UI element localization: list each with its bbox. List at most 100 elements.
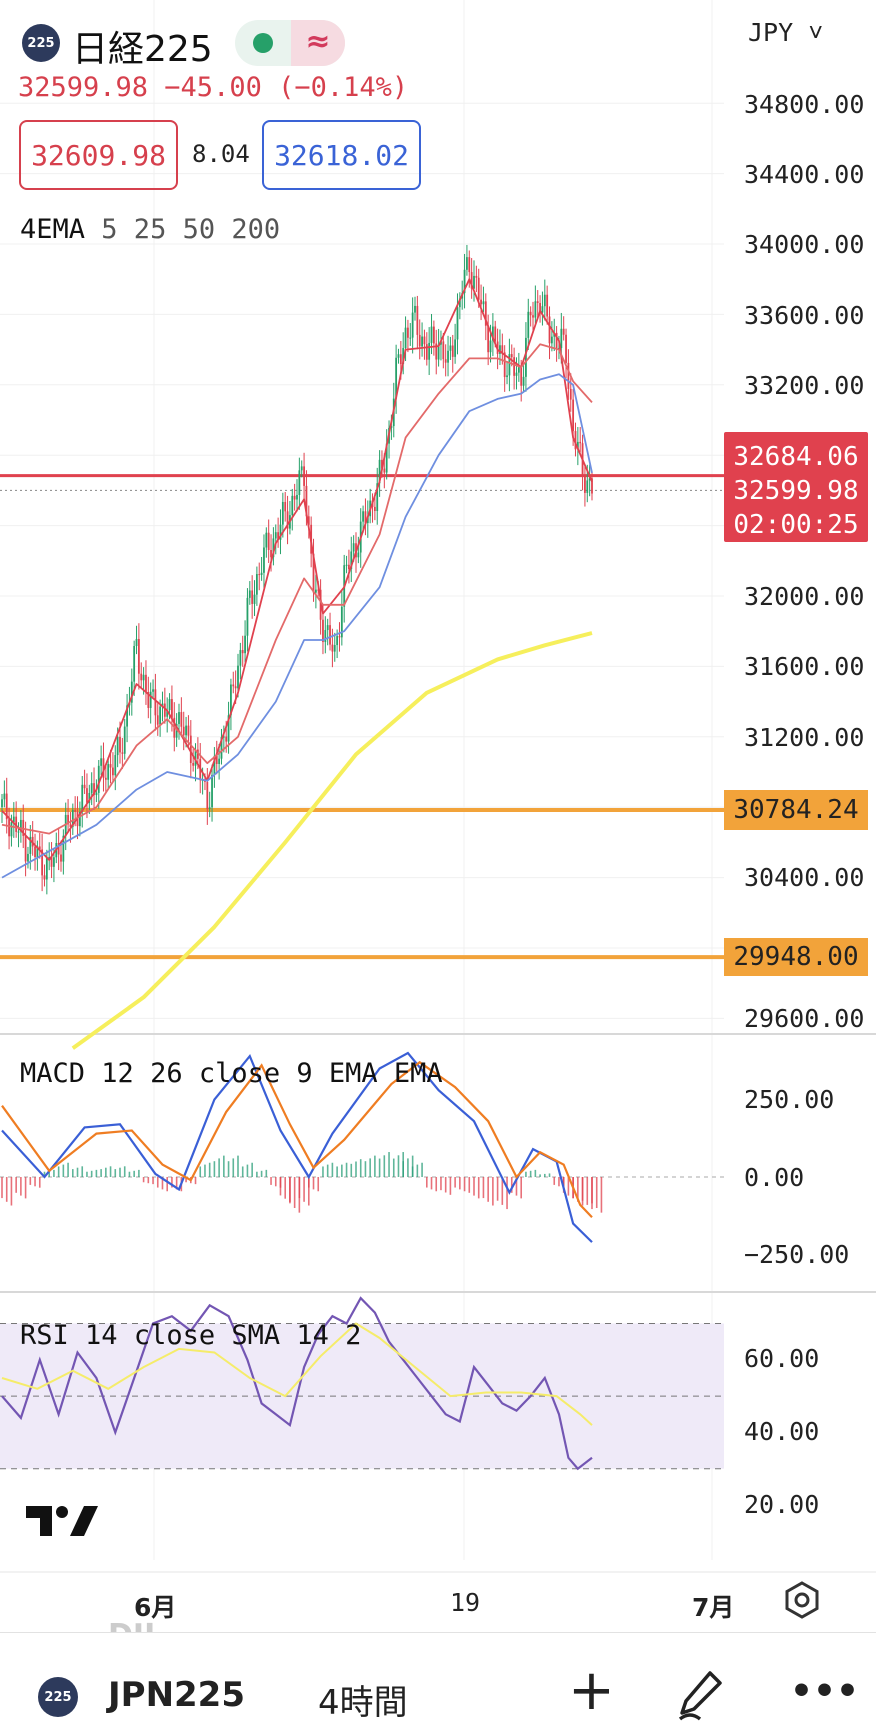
candle-body — [522, 376, 525, 386]
candle-body — [83, 784, 86, 789]
timeframe-selector[interactable]: 4時間 — [318, 1683, 408, 1723]
candle-body — [34, 846, 36, 858]
candle-body — [19, 819, 22, 832]
macd-line — [1, 1051, 593, 1243]
chart-canvas[interactable] — [0, 0, 876, 1632]
macd-histogram-bar — [213, 1161, 216, 1177]
macd-histogram-bar — [76, 1167, 79, 1177]
candle-body — [515, 372, 518, 376]
macd-legend[interactable]: MACD 12 26 close 9 EMA EMA — [20, 1058, 443, 1089]
candle-body — [41, 849, 44, 876]
macd-histogram-bar — [539, 1174, 541, 1177]
macd-histogram-bar — [407, 1158, 409, 1177]
candle-body — [475, 275, 478, 278]
candle-body — [399, 354, 402, 365]
candle-body — [468, 257, 471, 273]
currency-selector[interactable]: JPY ˅ — [748, 18, 824, 47]
drawing-pen-icon[interactable] — [676, 1669, 724, 1721]
candle-body — [414, 305, 416, 313]
candle-body — [107, 764, 110, 780]
macd-histogram-bar — [444, 1177, 447, 1193]
candle-body — [482, 301, 485, 305]
macd-histogram-bar — [529, 1170, 532, 1177]
symbol-name[interactable]: 日経225 — [72, 29, 213, 70]
ema-legend[interactable]: 4EMA 5 25 50 200 — [20, 214, 280, 245]
candle-body — [562, 328, 565, 335]
sell-price-button[interactable]: 32609.98 — [19, 120, 178, 190]
candle-body — [491, 326, 494, 341]
last-price: 32599.98 — [733, 476, 859, 506]
add-icon[interactable]: + — [568, 1658, 615, 1723]
macd-histogram-bar — [265, 1169, 268, 1177]
candle-body — [324, 630, 327, 643]
footer-symbol-badge[interactable]: 225 — [38, 1677, 78, 1717]
macd-histogram-bar — [251, 1162, 253, 1177]
candle-body — [208, 807, 211, 810]
candle-body — [319, 589, 322, 620]
candle-body — [529, 311, 532, 316]
y-tick-label: 33600.00 — [744, 301, 865, 330]
candle-body — [376, 483, 379, 512]
candle-body — [296, 494, 298, 500]
candle-body — [112, 767, 114, 776]
tradingview-logo-icon[interactable] — [26, 1502, 98, 1538]
candle-body — [140, 673, 143, 681]
more-menu-icon[interactable]: ••• — [790, 1671, 860, 1712]
candle-body — [381, 459, 383, 469]
candle-body — [470, 272, 473, 289]
candle-body — [569, 388, 572, 400]
candle-body — [192, 762, 195, 766]
candle-body — [338, 636, 341, 638]
candle-body — [305, 485, 308, 517]
buy-price-button[interactable]: 32618.02 — [262, 120, 421, 190]
candle-body — [565, 334, 567, 363]
rsi-legend-params: 14 close SMA 14 2 — [85, 1320, 362, 1351]
macd-histogram-bar — [227, 1161, 230, 1177]
macd-histogram-bar — [185, 1177, 187, 1183]
symbol-badge[interactable]: 225 — [22, 24, 60, 62]
candle-body — [60, 854, 62, 862]
macd-histogram-bar — [459, 1177, 461, 1190]
bar-countdown: 02:00:25 — [733, 510, 859, 540]
candle-body — [152, 689, 154, 692]
market-status[interactable]: ≈ — [235, 20, 345, 66]
macd-histogram-bar — [595, 1177, 598, 1208]
footer-symbol[interactable]: JPN225 — [108, 1675, 245, 1715]
rsi-tick-label: 60.00 — [744, 1344, 820, 1373]
candle-body — [211, 774, 213, 808]
candle-body — [588, 478, 591, 481]
macd-histogram-bar — [473, 1177, 475, 1196]
rsi-legend[interactable]: RSI 14 close SMA 14 2 — [20, 1320, 361, 1351]
macd-histogram-bar — [308, 1177, 310, 1188]
candle-body — [546, 294, 549, 317]
approx-wave-icon: ≈ — [291, 20, 345, 66]
macd-histogram-bar — [223, 1155, 225, 1177]
macd-histogram-bar — [53, 1169, 55, 1177]
candle-body — [550, 336, 553, 344]
macd-legend-params: 12 26 close 9 EMA EMA — [101, 1058, 443, 1089]
candle-body — [149, 691, 152, 708]
macd-histogram-bar — [374, 1155, 376, 1177]
candle-body — [27, 853, 29, 862]
candle-body — [194, 749, 197, 766]
macd-histogram-bar — [463, 1177, 466, 1192]
macd-histogram-bar — [411, 1155, 414, 1177]
candle-body — [395, 357, 398, 399]
macd-histogram-bar — [392, 1158, 395, 1177]
macd-histogram-bar — [510, 1177, 513, 1193]
candle-body — [362, 511, 364, 522]
candle-body — [225, 736, 228, 742]
candle-body — [213, 755, 216, 775]
macd-histogram-bar — [515, 1177, 518, 1196]
macd-histogram-bar — [152, 1177, 154, 1185]
macd-histogram-bar — [591, 1177, 593, 1204]
macd-histogram-bar — [454, 1177, 456, 1188]
macd-histogram-bar — [492, 1177, 494, 1206]
candle-body — [442, 341, 445, 360]
candle-body — [586, 480, 589, 493]
candle-body — [423, 336, 426, 345]
settings-gear-icon[interactable] — [782, 1580, 822, 1620]
candle-body — [180, 712, 183, 727]
macd-histogram-bar — [402, 1161, 404, 1177]
candle-body — [171, 699, 173, 718]
